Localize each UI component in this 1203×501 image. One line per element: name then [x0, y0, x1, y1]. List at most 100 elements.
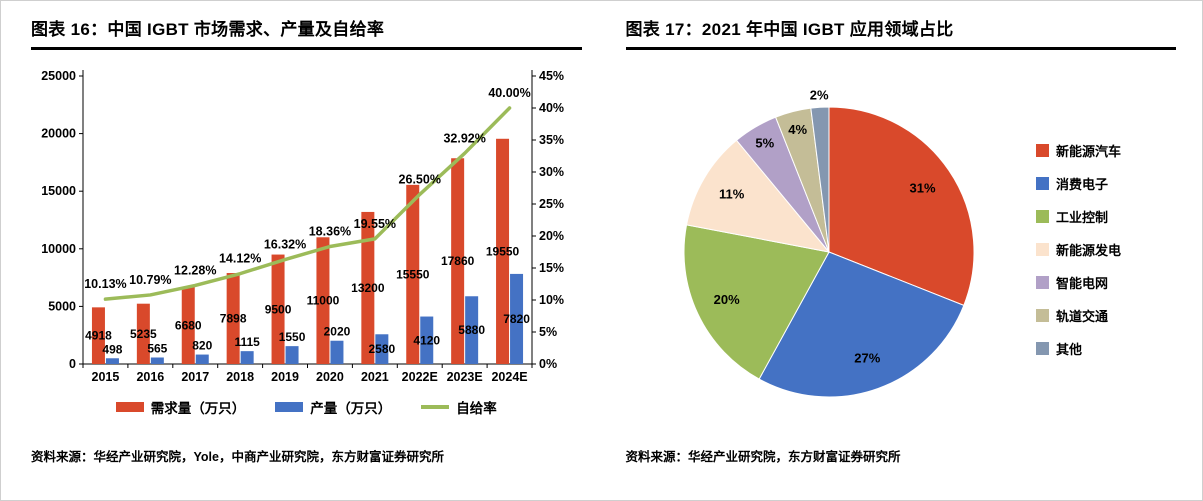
svg-text:16.32%: 16.32%	[264, 238, 306, 252]
svg-text:30%: 30%	[539, 165, 564, 179]
svg-text:14.12%: 14.12%	[219, 252, 261, 266]
demand-production-selfsufficiency-chart: 0 5000 10000 15000 20000 25000 0% 5% 10% 15% 20% 25…	[41, 69, 564, 384]
svg-text:10%: 10%	[539, 293, 564, 307]
svg-text:4%: 4%	[788, 122, 807, 137]
svg-text:10.13%: 10.13%	[84, 277, 126, 291]
svg-text:0%: 0%	[539, 357, 557, 371]
legend-label-industrial-control: 工业控制	[1056, 209, 1109, 225]
svg-text:5%: 5%	[539, 325, 557, 339]
svg-text:15000: 15000	[41, 184, 76, 198]
svg-text:5000: 5000	[48, 299, 76, 313]
legend-label-rail-transit: 轨道交通	[1056, 308, 1109, 324]
svg-text:565: 565	[147, 341, 167, 355]
svg-text:1115: 1115	[234, 335, 260, 349]
production-legend-marker	[275, 402, 304, 412]
svg-text:5235: 5235	[130, 327, 157, 341]
svg-text:2020: 2020	[324, 325, 351, 339]
svg-text:2022E: 2022E	[402, 370, 438, 384]
svg-text:2017: 2017	[181, 370, 209, 384]
svg-text:498: 498	[102, 342, 122, 356]
pie-chart-block: 31% 27% 20% 11% 5% 4% 2% 新能源汽车 消费电子 工业控制 新能源发	[626, 50, 1177, 448]
selfsufficiency-legend-marker	[421, 405, 450, 409]
legend-label-production: 产量（万只）	[310, 401, 392, 416]
pie-chart-legend: 新能源汽车 消费电子 工业控制 新能源发电 智能电网	[1036, 141, 1176, 358]
svg-text:7898: 7898	[220, 312, 247, 326]
legend-item-selfsufficiency: 自给率	[421, 397, 497, 417]
svg-text:20%: 20%	[713, 292, 739, 307]
svg-text:2023E: 2023E	[447, 370, 483, 384]
svg-text:31%: 31%	[909, 180, 935, 195]
consumer-electronics-swatch	[1036, 176, 1049, 190]
svg-text:11000: 11000	[307, 294, 340, 308]
svg-text:1550: 1550	[279, 330, 306, 344]
industrial-control-swatch	[1036, 209, 1049, 223]
nev-swatch	[1036, 143, 1049, 157]
svg-text:2024E: 2024E	[491, 370, 527, 384]
svg-text:19550: 19550	[486, 244, 520, 258]
legend-label-demand: 需求量（万只）	[150, 401, 246, 416]
legend-item-other: 其他	[1036, 339, 1172, 358]
svg-text:20000: 20000	[41, 127, 76, 141]
legend-item-demand: 需求量（万只）	[115, 397, 246, 417]
panel-igbt-demand-production: 图表 16：中国 IGBT 市场需求、产量及自给率 0 5000 10000 1500…	[31, 15, 582, 490]
svg-text:32.92%: 32.92%	[443, 131, 485, 145]
chart-title-left: 图表 16：中国 IGBT 市场需求、产量及自给率	[31, 15, 582, 50]
svg-text:2580: 2580	[368, 342, 395, 356]
svg-text:12.28%: 12.28%	[174, 263, 216, 277]
svg-text:35%: 35%	[539, 133, 564, 147]
svg-text:2021: 2021	[361, 370, 389, 384]
legend-label-new-energy-power: 新能源发电	[1056, 242, 1122, 258]
svg-text:2016: 2016	[136, 370, 164, 384]
demand-legend-marker	[115, 402, 144, 412]
svg-text:2%: 2%	[810, 88, 829, 103]
rail-transit-swatch	[1036, 308, 1049, 322]
svg-text:5%: 5%	[755, 135, 774, 150]
svg-text:17860: 17860	[441, 254, 475, 268]
legend-item-new-energy-power: 新能源发电	[1036, 240, 1172, 259]
svg-text:2019: 2019	[271, 370, 299, 384]
svg-text:4120: 4120	[413, 333, 440, 347]
svg-text:40.00%: 40.00%	[488, 86, 530, 100]
pie-wrap: 31% 27% 20% 11% 5% 4% 2%	[626, 76, 1037, 422]
svg-text:0: 0	[69, 357, 76, 371]
svg-text:10000: 10000	[41, 242, 76, 256]
svg-text:2020: 2020	[316, 370, 344, 384]
svg-text:18.36%: 18.36%	[309, 224, 351, 238]
new-energy-power-swatch	[1036, 242, 1049, 256]
svg-text:7820: 7820	[503, 312, 530, 326]
svg-text:2015: 2015	[92, 370, 120, 384]
svg-text:27%: 27%	[854, 350, 880, 365]
svg-text:19.55%: 19.55%	[354, 217, 396, 231]
svg-text:11%: 11%	[719, 186, 745, 201]
legend-item-nev: 新能源汽车	[1036, 141, 1172, 160]
source-note-right: 资料来源：华经产业研究院，东方财富证券研究所	[625, 450, 901, 464]
smart-grid-swatch	[1036, 275, 1049, 289]
legend-item-production: 产量（万只）	[275, 397, 391, 417]
other-swatch	[1036, 341, 1049, 355]
svg-text:2018: 2018	[226, 370, 254, 384]
svg-text:15550: 15550	[396, 267, 430, 281]
svg-text:26.50%: 26.50%	[399, 172, 441, 186]
svg-text:6680: 6680	[175, 319, 202, 333]
panel-igbt-application-share: 图表 17：2021 年中国 IGBT 应用领域占比 31% 27% 20% 11% 5…	[625, 15, 1177, 490]
source-note-left: 资料来源：华经产业研究院，Yole，中商产业研究院，东方财富证券研究所	[31, 450, 444, 464]
legend-item-industrial-control: 工业控制	[1036, 207, 1172, 226]
svg-text:9500: 9500	[265, 302, 292, 316]
svg-text:45%: 45%	[539, 69, 564, 83]
svg-text:10.79%: 10.79%	[129, 273, 171, 287]
legend-label-consumer-electronics: 消费电子	[1056, 176, 1109, 192]
legend-item-rail-transit: 轨道交通	[1036, 306, 1172, 325]
legend-label-other: 其他	[1056, 341, 1083, 357]
legend-label-nev: 新能源汽车	[1056, 143, 1122, 159]
svg-text:25%: 25%	[539, 197, 564, 211]
svg-text:25000: 25000	[41, 69, 76, 83]
legend-item-consumer-electronics: 消费电子	[1036, 174, 1172, 193]
legend-label-selfsufficiency: 自给率	[456, 401, 497, 416]
svg-text:4918: 4918	[85, 329, 112, 343]
svg-text:5880: 5880	[458, 323, 485, 337]
chart-title-right: 图表 17：2021 年中国 IGBT 应用领域占比	[625, 15, 1176, 50]
svg-text:820: 820	[192, 339, 212, 353]
legend-item-smart-grid: 智能电网	[1036, 273, 1172, 292]
combo-chart-block: 0 5000 10000 15000 20000 25000 0% 5% 10% 15% 20% 25…	[31, 58, 582, 395]
